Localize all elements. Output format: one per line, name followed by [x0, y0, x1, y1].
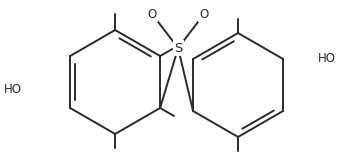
Text: S: S: [174, 41, 182, 55]
Text: O: O: [147, 8, 157, 21]
Text: O: O: [199, 8, 209, 21]
Text: HO: HO: [318, 52, 336, 64]
Text: HO: HO: [4, 83, 22, 97]
